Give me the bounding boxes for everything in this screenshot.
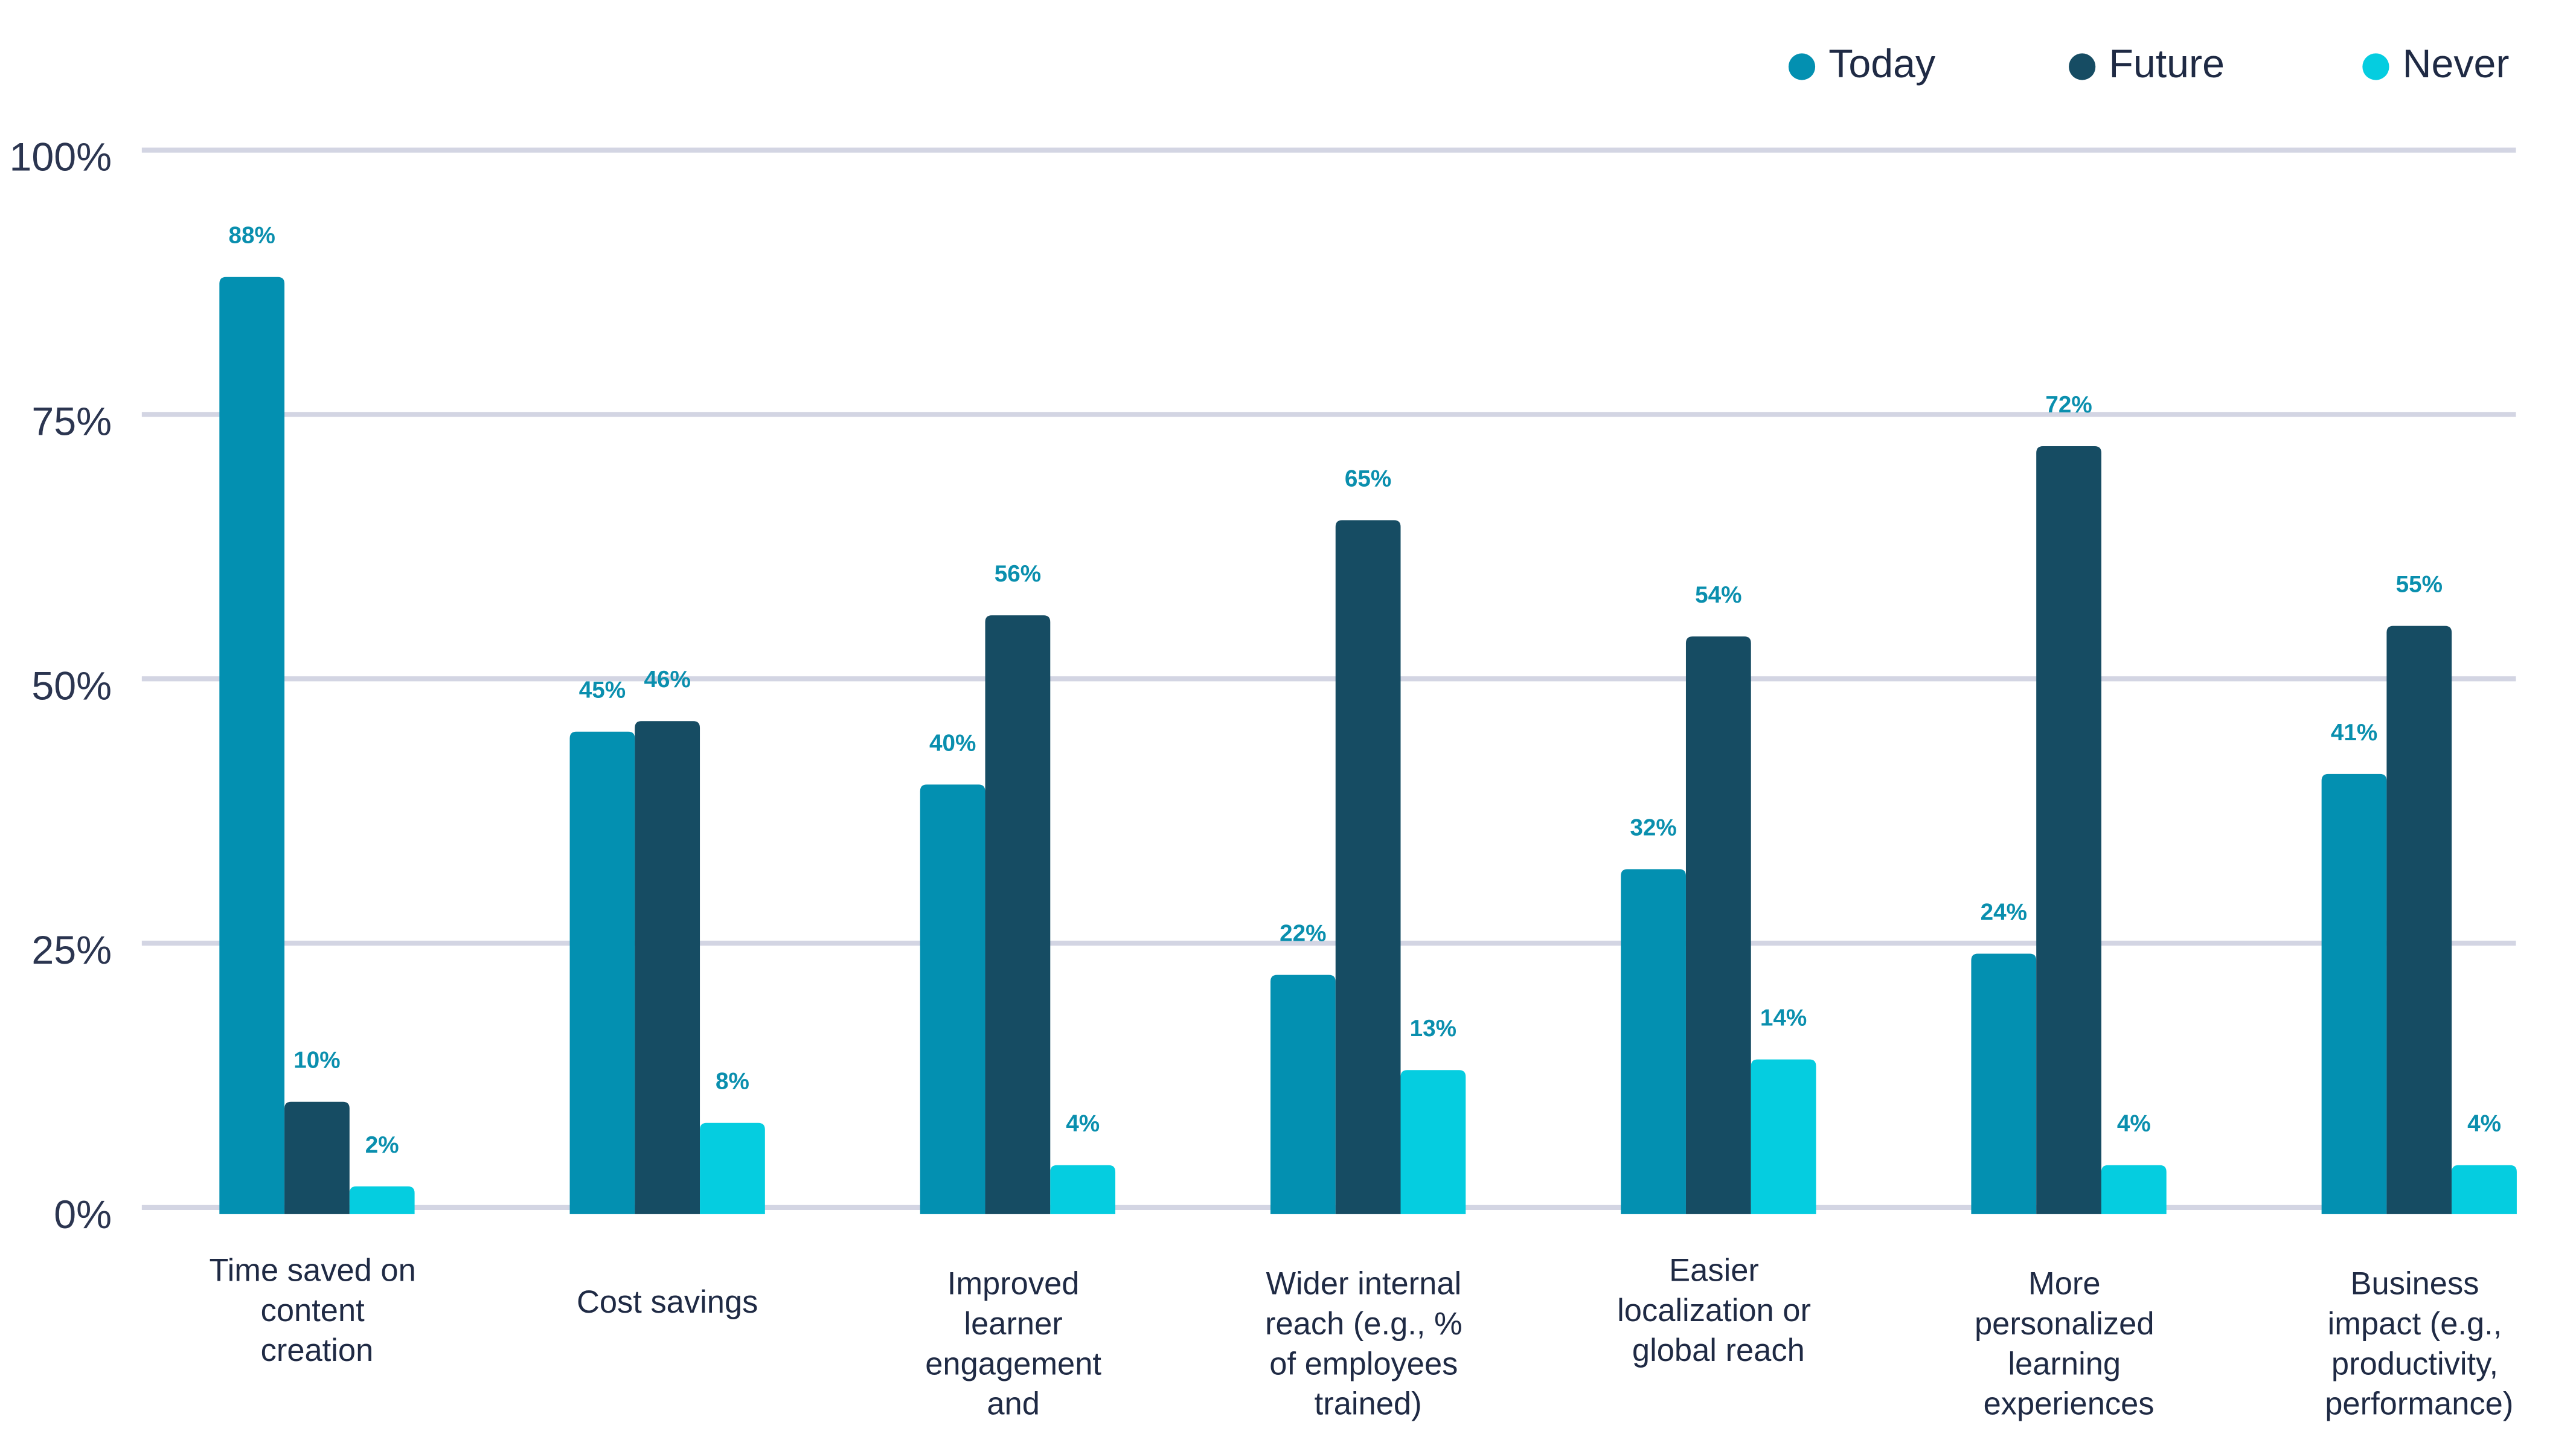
bar <box>635 721 700 1214</box>
bar <box>1050 1165 1116 1214</box>
bar <box>219 277 285 1214</box>
legend-swatch <box>2362 53 2389 80</box>
x-tick-label: Easier localization or global reach <box>1617 1252 1819 1368</box>
value-label: 13% <box>1410 1016 1456 1042</box>
bar <box>284 1101 350 1214</box>
x-tick-label: Business impact (e.g., productivity, per… <box>2325 1266 2513 1422</box>
y-tick-label: 100% <box>10 135 112 180</box>
value-label: 56% <box>995 561 1041 587</box>
legend-label: Today <box>1828 42 1936 86</box>
x-tick-label: Improved learner engagement and satisfac… <box>925 1266 1110 1431</box>
y-tick-label: 25% <box>31 928 112 973</box>
x-tick-label: More personalized learning experiences <box>1975 1266 2163 1422</box>
value-label: 54% <box>1695 582 1741 608</box>
value-label: 55% <box>2396 572 2443 598</box>
bar <box>2101 1165 2167 1214</box>
bar <box>2386 626 2452 1214</box>
value-label: 10% <box>293 1048 340 1074</box>
bar <box>2321 773 2387 1214</box>
value-label: 32% <box>1630 815 1676 840</box>
bar <box>920 784 985 1214</box>
value-label: 46% <box>644 667 690 693</box>
legend-label: Future <box>2109 42 2225 86</box>
bar <box>1685 636 1751 1214</box>
bar <box>1621 869 1686 1214</box>
value-label: 4% <box>1066 1111 1100 1137</box>
value-label: 72% <box>2045 392 2092 418</box>
value-label: 65% <box>1345 466 1391 491</box>
y-tick-label: 50% <box>31 664 112 708</box>
value-label: 8% <box>716 1069 749 1095</box>
y-tick-label: 75% <box>31 400 112 444</box>
bar <box>985 615 1051 1214</box>
x-tick-label: Cost savings <box>577 1284 758 1320</box>
value-label: 40% <box>929 730 976 756</box>
bar <box>569 731 635 1214</box>
bar <box>700 1122 765 1214</box>
bar <box>1751 1059 1816 1214</box>
bar <box>1400 1070 1466 1214</box>
bar <box>349 1186 415 1214</box>
value-label: 45% <box>579 677 626 703</box>
value-label: 41% <box>2331 720 2377 746</box>
value-label: 14% <box>1760 1005 1807 1031</box>
legend-swatch <box>2069 53 2096 80</box>
value-label: 2% <box>365 1132 399 1158</box>
legend-label: Never <box>2403 42 2510 86</box>
bar <box>1335 520 1401 1214</box>
x-tick-label: Time saved on content creation <box>210 1252 425 1368</box>
value-label: 4% <box>2117 1111 2151 1137</box>
bar <box>1270 975 1336 1214</box>
bar <box>2036 446 2101 1214</box>
value-label: 4% <box>2467 1111 2501 1137</box>
value-label: 88% <box>229 223 275 249</box>
bar <box>2452 1165 2517 1214</box>
legend-swatch <box>1788 53 1816 80</box>
value-label: 22% <box>1280 921 1326 947</box>
y-tick-label: 0% <box>54 1192 112 1237</box>
x-tick-label: Wider internal reach (e.g., % of employe… <box>1265 1266 1471 1422</box>
bar <box>1971 953 2037 1214</box>
value-label: 24% <box>1981 899 2027 925</box>
